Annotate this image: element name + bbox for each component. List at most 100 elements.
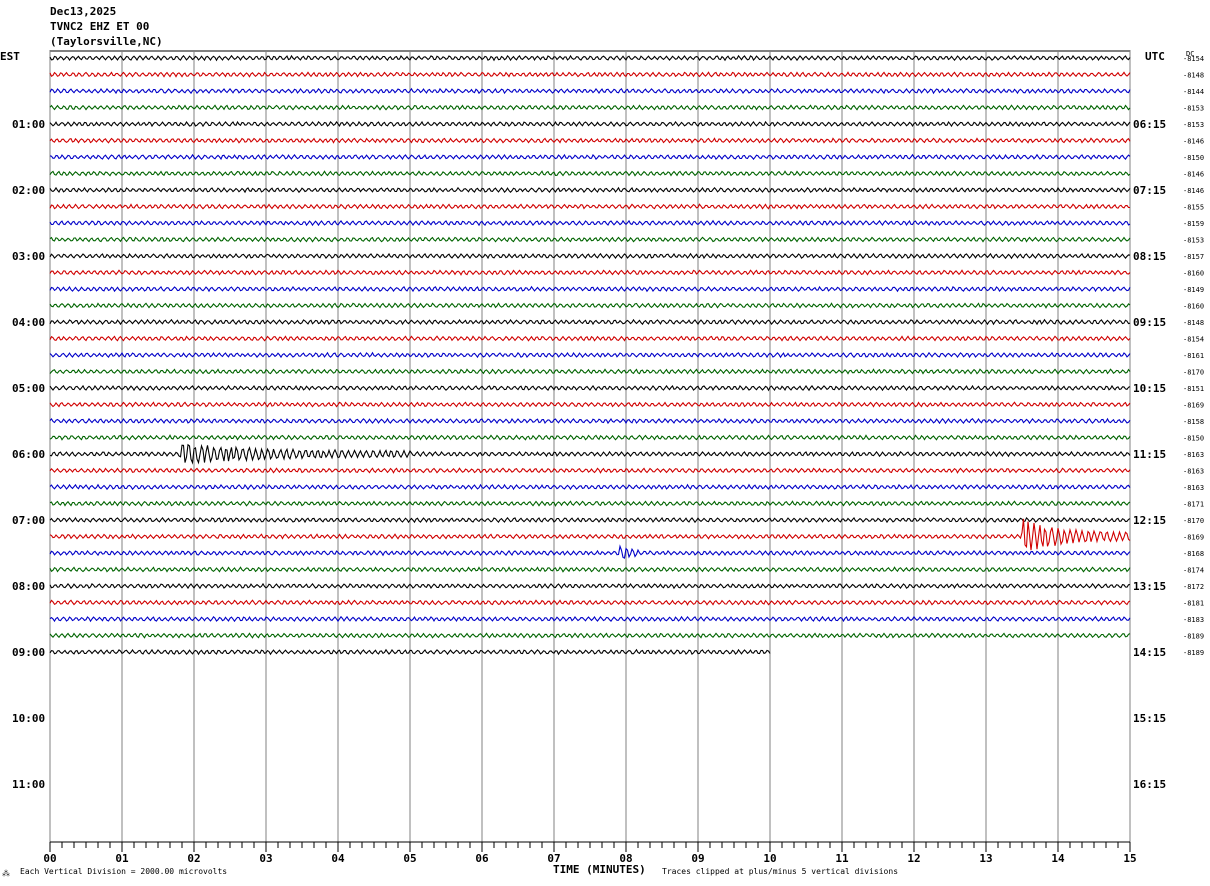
seismic-trace <box>49 648 771 656</box>
seismic-trace <box>49 500 1131 507</box>
dc-offset-label: -8153 <box>1183 237 1204 245</box>
dc-offset-label: -8154 <box>1183 336 1204 344</box>
seismic-trace <box>49 137 1131 144</box>
dc-offset-label: -8160 <box>1183 303 1204 311</box>
est-hour-label: 11:00 <box>12 778 45 791</box>
dc-offset-label: -8158 <box>1183 418 1204 426</box>
est-hour-label: 03:00 <box>12 250 45 263</box>
dc-offset-label: -8168 <box>1183 550 1204 558</box>
x-tick-label: 09 <box>691 852 704 865</box>
dc-offset-label: -8146 <box>1183 171 1204 179</box>
dc-offset-label: -8161 <box>1183 352 1204 360</box>
seismic-trace <box>49 120 1131 128</box>
est-hour-label: 05:00 <box>12 382 45 395</box>
est-hour-label: 06:00 <box>12 448 45 461</box>
x-tick-label: 05 <box>403 852 416 865</box>
seismic-trace <box>49 219 1131 227</box>
x-tick-label: 02 <box>187 852 200 865</box>
seismic-trace <box>49 368 1131 375</box>
utc-hour-label: 15:15 <box>1133 712 1166 725</box>
seismic-trace <box>49 203 1130 210</box>
x-tick-label: 14 <box>1051 852 1065 865</box>
est-hour-label: 09:00 <box>12 646 45 659</box>
seismic-trace <box>49 87 1131 95</box>
seismic-trace <box>49 417 1131 425</box>
clip-note: Traces clipped at plus/minus 5 vertical … <box>662 867 899 876</box>
x-tick-label: 13 <box>979 852 992 865</box>
seismic-trace <box>49 516 1131 524</box>
utc-hour-label: 12:15 <box>1133 514 1166 527</box>
x-tick-label: 00 <box>43 852 56 865</box>
seismic-trace <box>49 252 1131 260</box>
x-tick-label: 03 <box>259 852 272 865</box>
est-hour-label: 07:00 <box>12 514 45 527</box>
seismic-trace <box>49 351 1131 359</box>
chart-grid <box>49 50 1131 852</box>
header-date: Dec13,2025 <box>50 5 117 18</box>
seismic-trace <box>49 384 1131 392</box>
seismic-trace <box>49 632 1131 639</box>
seismic-trace <box>49 170 1131 177</box>
seismic-trace <box>49 54 1131 62</box>
dc-offset-label: -8183 <box>1183 616 1204 624</box>
utc-hour-label: 06:15 <box>1133 118 1166 131</box>
est-hour-label: 08:00 <box>12 580 45 593</box>
est-axis-label: EST <box>0 50 20 63</box>
seismic-trace <box>49 615 1131 623</box>
header-location: (Taylorsville,NC) <box>50 35 163 48</box>
seismic-trace <box>49 335 1131 342</box>
trace-group <box>49 54 1131 656</box>
seismic-trace <box>49 236 1131 243</box>
dc-offset-label: -8148 <box>1183 72 1204 80</box>
dc-offset-label: -8163 <box>1183 484 1204 492</box>
dc-offset-label: -8155 <box>1183 204 1204 212</box>
seismic-trace <box>49 443 1131 465</box>
dc-offset-label: -8189 <box>1183 649 1204 657</box>
dc-offset-label: -8149 <box>1183 286 1204 294</box>
x-tick-label: 06 <box>475 852 489 865</box>
est-hour-label: 01:00 <box>12 118 45 131</box>
seismic-trace <box>49 434 1131 441</box>
seismic-trace <box>49 285 1131 293</box>
dc-offset-label: -8163 <box>1183 451 1204 459</box>
dc-offset-label: -8170 <box>1183 369 1204 377</box>
seismic-trace <box>49 153 1131 161</box>
plot-frame <box>49 50 1131 843</box>
dc-offset-label: -8148 <box>1183 319 1204 327</box>
est-hour-label: 02:00 <box>12 184 45 197</box>
seismic-trace <box>49 302 1131 309</box>
utc-hour-label: 16:15 <box>1133 778 1166 791</box>
seismic-trace <box>49 518 1131 551</box>
utc-hour-label: 10:15 <box>1133 382 1166 395</box>
dc-offset-label: -8172 <box>1183 583 1204 591</box>
dc-offset-label: -8150 <box>1183 435 1204 443</box>
dc-offset-label: -8154 <box>1183 55 1204 63</box>
utc-hour-label: 09:15 <box>1133 316 1166 329</box>
scale-icon: ⁂ <box>2 869 10 878</box>
utc-hour-label: 14:15 <box>1133 646 1166 659</box>
seismic-trace <box>49 566 1131 573</box>
x-tick-label: 07 <box>547 852 560 865</box>
dc-offset-label: -8171 <box>1183 501 1204 509</box>
utc-hour-label: 08:15 <box>1133 250 1166 263</box>
dc-offset-label: -8151 <box>1183 385 1204 393</box>
x-tick-label: 11 <box>835 852 849 865</box>
dc-offset-label: -8181 <box>1183 600 1204 608</box>
seismic-trace <box>49 483 1131 491</box>
seismic-trace <box>49 401 1131 408</box>
seismic-trace <box>49 186 1131 194</box>
seismic-trace <box>49 71 1131 78</box>
dc-offset-label: -8189 <box>1183 633 1204 641</box>
dc-offset-label: -8153 <box>1183 105 1204 113</box>
header-station: TVNC2 EHZ ET 00 <box>50 20 150 33</box>
seismic-trace <box>49 467 1131 474</box>
utc-hour-label: 07:15 <box>1133 184 1166 197</box>
dc-offset-label: -8146 <box>1183 187 1204 195</box>
x-tick-label: 08 <box>619 852 632 865</box>
seismic-trace <box>49 544 1131 559</box>
seismic-trace <box>49 318 1131 326</box>
dc-offset-label: -8174 <box>1183 567 1204 575</box>
dc-offset-label: -8169 <box>1183 534 1204 542</box>
x-tick-label: 01 <box>115 852 129 865</box>
